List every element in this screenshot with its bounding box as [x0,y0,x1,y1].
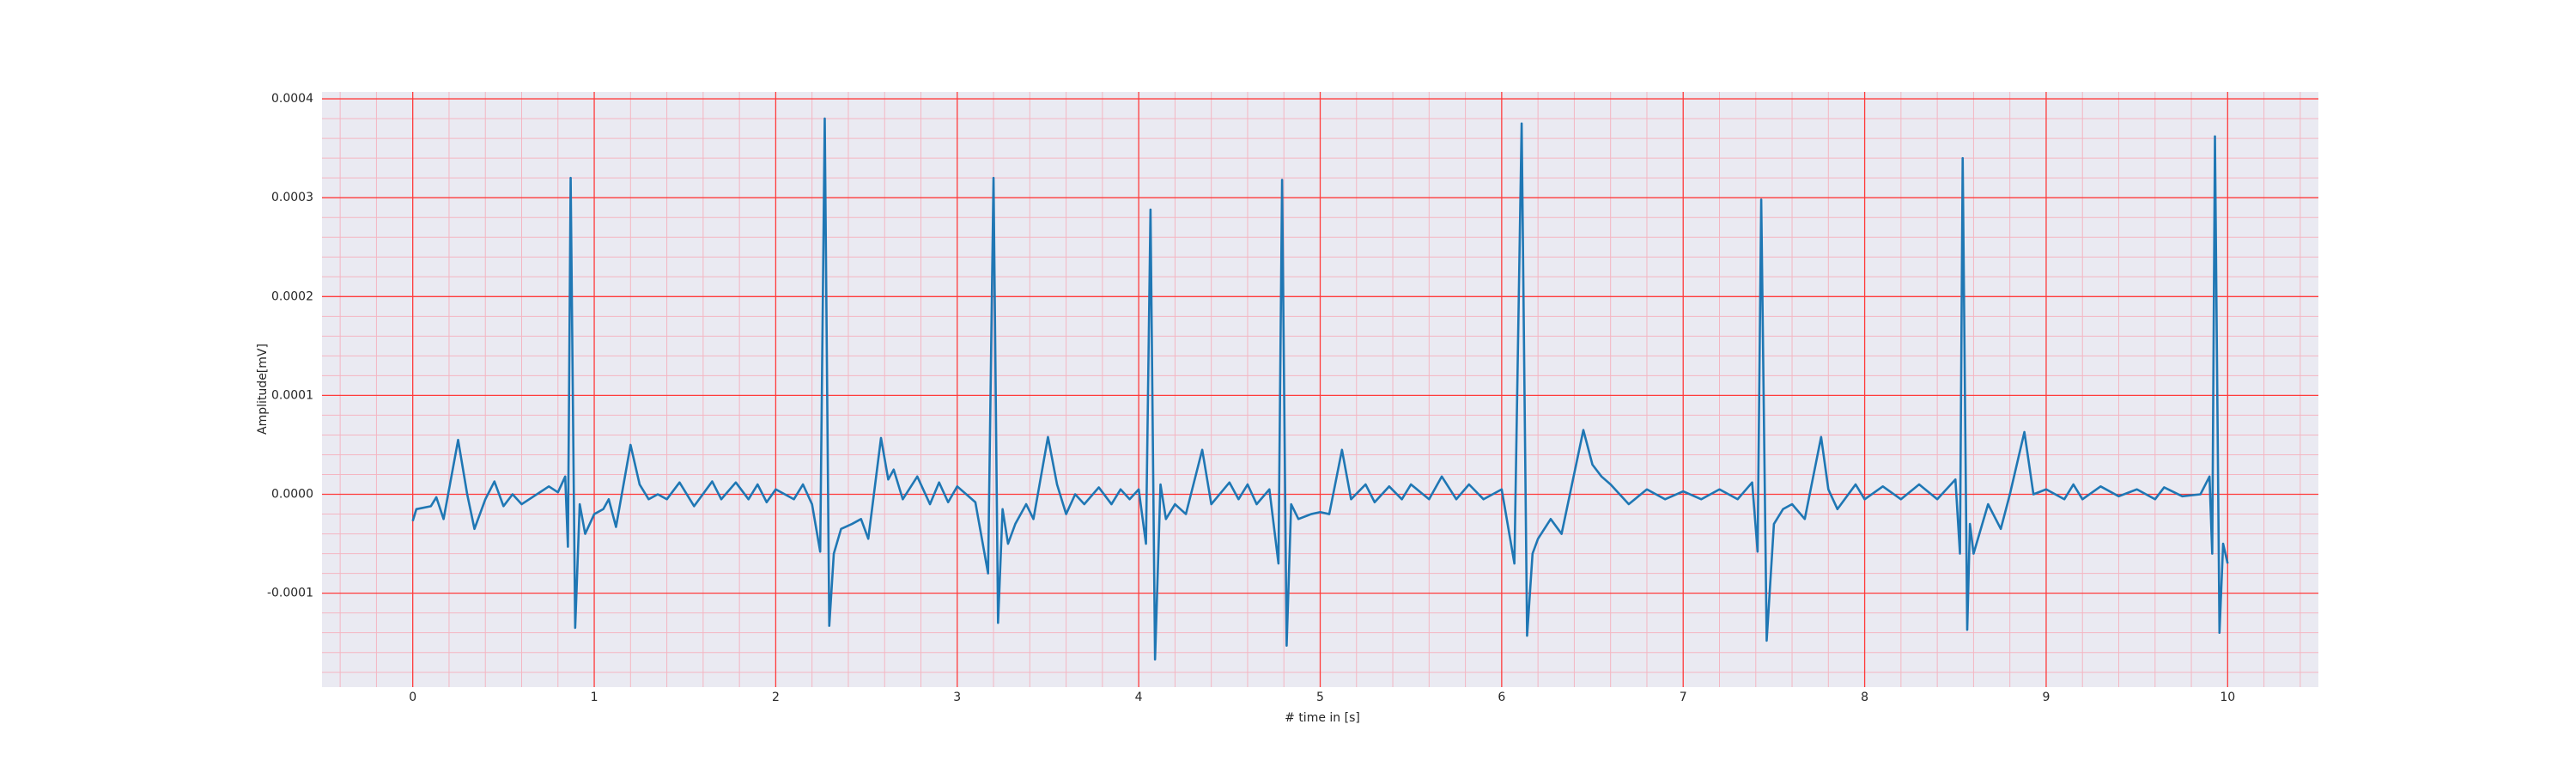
x-axis-label: # time in [s] [1285,711,1360,725]
x-tick-label: 1 [591,691,598,704]
x-tick-label: 6 [1498,691,1505,704]
x-tick-label: 3 [953,691,961,704]
x-tick-label: 9 [2042,691,2050,704]
y-tick-label: 0.0003 [271,191,313,204]
y-tick-label: 0.0002 [271,289,313,303]
x-tick-label: 2 [772,691,780,704]
y-tick-label: 0.0000 [271,488,313,502]
x-tick-label: 0 [409,691,416,704]
ecg-line [411,117,2229,661]
x-tick-label: 5 [1316,691,1324,704]
y-axis-label: Amplitude[mV] [256,344,270,435]
y-tick-label: 0.0004 [271,92,313,106]
x-tick-label: 8 [1861,691,1868,704]
x-tick-label: 10 [2220,691,2235,704]
y-tick-label: 0.0001 [271,388,313,402]
x-tick-label: 7 [1680,691,1687,704]
x-tick-label: 4 [1135,691,1143,704]
y-tick-label: -0.0001 [267,587,313,600]
